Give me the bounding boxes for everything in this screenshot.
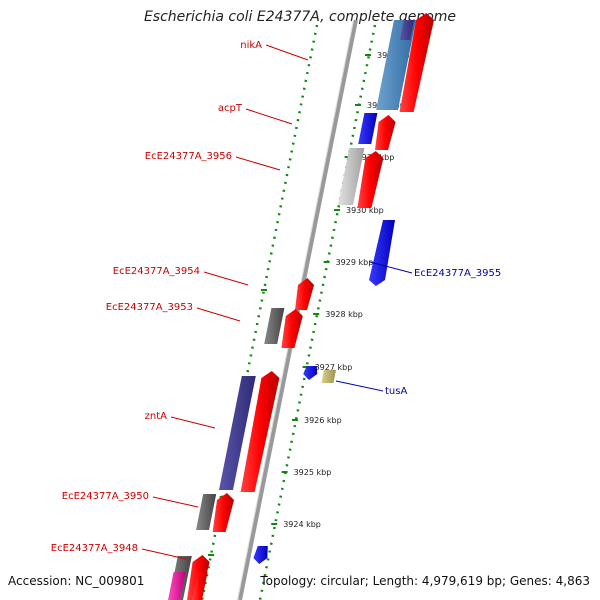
gene-block-red-2 bbox=[375, 115, 396, 150]
gene-block-ecE3950 bbox=[196, 494, 217, 530]
gene-label: nikA bbox=[240, 40, 262, 51]
gene-label-leader bbox=[265, 44, 309, 61]
gene-block-top-sliver bbox=[400, 20, 414, 40]
gene-block-nika bbox=[376, 20, 416, 110]
scale-tick-label: 3927 kbp bbox=[315, 363, 353, 372]
gene-label-leader bbox=[196, 307, 241, 322]
gene-block-red-4 bbox=[281, 309, 303, 348]
gene-block-acpt bbox=[358, 113, 378, 144]
gene-label: EcE24377A_3955 bbox=[414, 268, 501, 279]
gene-label-leader bbox=[369, 261, 413, 274]
gene-block-znta bbox=[219, 376, 256, 490]
scale-tick-label: 3930 kbp bbox=[346, 206, 384, 215]
gene-block-red-1 bbox=[399, 13, 434, 112]
gene-label: EcE24377A_3954 bbox=[113, 266, 200, 277]
gene-label-leader bbox=[141, 548, 187, 560]
scale-tick-label: 3926 kbp bbox=[304, 416, 342, 425]
gene-label-leader bbox=[170, 416, 216, 429]
gene-label: EcE24377A_3956 bbox=[145, 151, 232, 162]
gene-label-leader bbox=[335, 380, 384, 392]
gene-label: tusA bbox=[385, 386, 407, 397]
map-title: Escherichia coli E24377A, complete genom… bbox=[143, 9, 457, 25]
gene-block-red-3 bbox=[357, 151, 384, 208]
gene-block-red-6 bbox=[212, 493, 234, 532]
gene-block-red-5 bbox=[240, 371, 280, 492]
gene-label: EcE24377A_3950 bbox=[62, 491, 149, 502]
gene-label: acpT bbox=[218, 103, 243, 114]
gene-label-leader bbox=[235, 156, 281, 171]
gene-block-pink bbox=[168, 572, 186, 600]
scale-tick-label: 3928 kbp bbox=[325, 310, 363, 319]
gene-label: EcE24377A_3953 bbox=[106, 302, 193, 313]
gene-label: zntA bbox=[145, 411, 168, 422]
gene-block-ecE3954 bbox=[295, 278, 314, 310]
gene-block-ecE3956 bbox=[338, 148, 365, 205]
gene-block-ecE3953 bbox=[264, 308, 285, 344]
gene-block-red-8 bbox=[192, 572, 208, 600]
scale-tick-label: 3924 kbp bbox=[283, 520, 321, 529]
gene-label-leader bbox=[152, 496, 199, 508]
gene-block-blue-bottom bbox=[253, 546, 268, 564]
gene-label: EcE24377A_3948 bbox=[51, 543, 138, 554]
scale-tick-label: 3925 kbp bbox=[294, 468, 332, 477]
genome-summary-text: Topology: circular; Length: 4,979,619 bp… bbox=[260, 574, 590, 588]
right-dotted-scale-line bbox=[258, 24, 377, 600]
scale-tick-label: 3929 kbp bbox=[336, 258, 374, 267]
gene-label-leader bbox=[245, 108, 293, 125]
gene-block-ecE3955 bbox=[369, 220, 395, 286]
gene-block-blue-small bbox=[303, 366, 318, 380]
gene-label-leader bbox=[203, 271, 249, 286]
accession-text: Accession: NC_009801 bbox=[8, 574, 145, 588]
gene-block-tusa bbox=[321, 370, 336, 383]
